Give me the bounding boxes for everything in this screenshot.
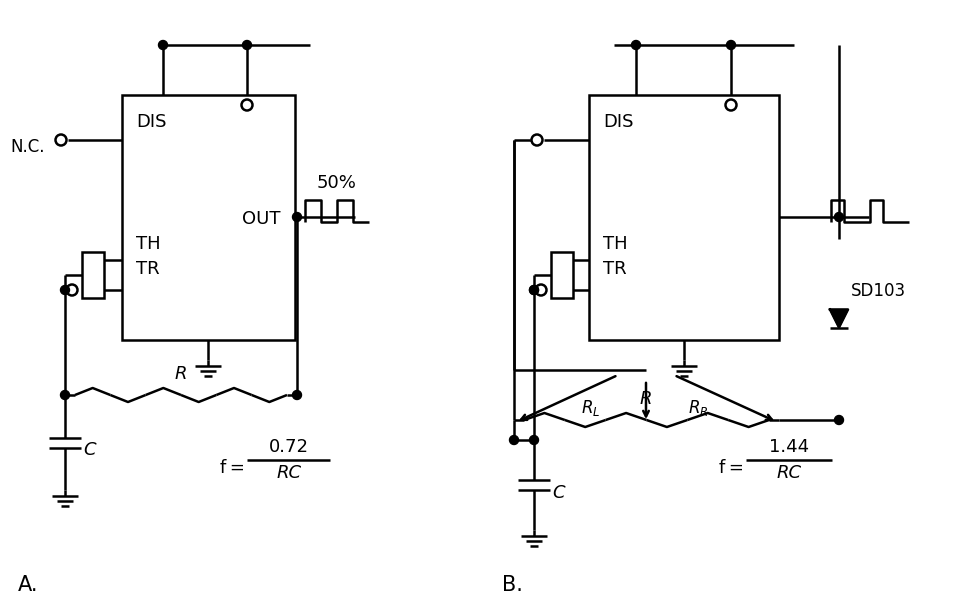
Polygon shape (830, 309, 848, 328)
Circle shape (727, 41, 735, 50)
Bar (551, 252, 573, 298)
Circle shape (834, 416, 843, 424)
Circle shape (60, 390, 70, 399)
Circle shape (241, 100, 253, 110)
Circle shape (293, 390, 301, 399)
Text: R: R (640, 390, 652, 408)
Text: 0.72: 0.72 (269, 438, 309, 456)
Text: A.: A. (18, 575, 39, 595)
Circle shape (242, 41, 252, 50)
Bar (589, 95, 779, 340)
Circle shape (510, 435, 518, 445)
Text: RC: RC (276, 464, 301, 482)
Circle shape (632, 41, 641, 50)
Text: C: C (83, 441, 96, 459)
Text: SD103: SD103 (851, 282, 906, 300)
Text: DIS: DIS (603, 113, 634, 131)
Text: f =: f = (719, 459, 744, 477)
Text: $R_L$: $R_L$ (581, 398, 601, 418)
Text: DIS: DIS (136, 113, 167, 131)
Circle shape (159, 41, 168, 50)
Circle shape (536, 285, 547, 296)
Text: TR: TR (603, 260, 627, 278)
Circle shape (529, 435, 539, 445)
Text: $R_R$: $R_R$ (688, 398, 708, 418)
Text: f =: f = (220, 459, 245, 477)
Circle shape (67, 285, 78, 296)
Text: TH: TH (136, 235, 161, 253)
Circle shape (834, 213, 843, 221)
Text: R: R (174, 365, 187, 383)
Text: TH: TH (603, 235, 628, 253)
Text: C: C (552, 484, 565, 502)
Circle shape (293, 213, 301, 221)
Circle shape (55, 134, 67, 146)
Circle shape (532, 134, 543, 146)
Text: OUT: OUT (242, 210, 281, 228)
Bar (82, 252, 104, 298)
Text: 1.44: 1.44 (769, 438, 809, 456)
Text: N.C.: N.C. (10, 138, 45, 156)
Bar (122, 95, 295, 340)
Text: RC: RC (776, 464, 801, 482)
Text: 50%: 50% (317, 174, 357, 192)
Text: B.: B. (502, 575, 523, 595)
Circle shape (60, 285, 70, 294)
Text: TR: TR (136, 260, 160, 278)
Circle shape (529, 285, 539, 294)
Circle shape (726, 100, 736, 110)
Circle shape (529, 285, 539, 294)
